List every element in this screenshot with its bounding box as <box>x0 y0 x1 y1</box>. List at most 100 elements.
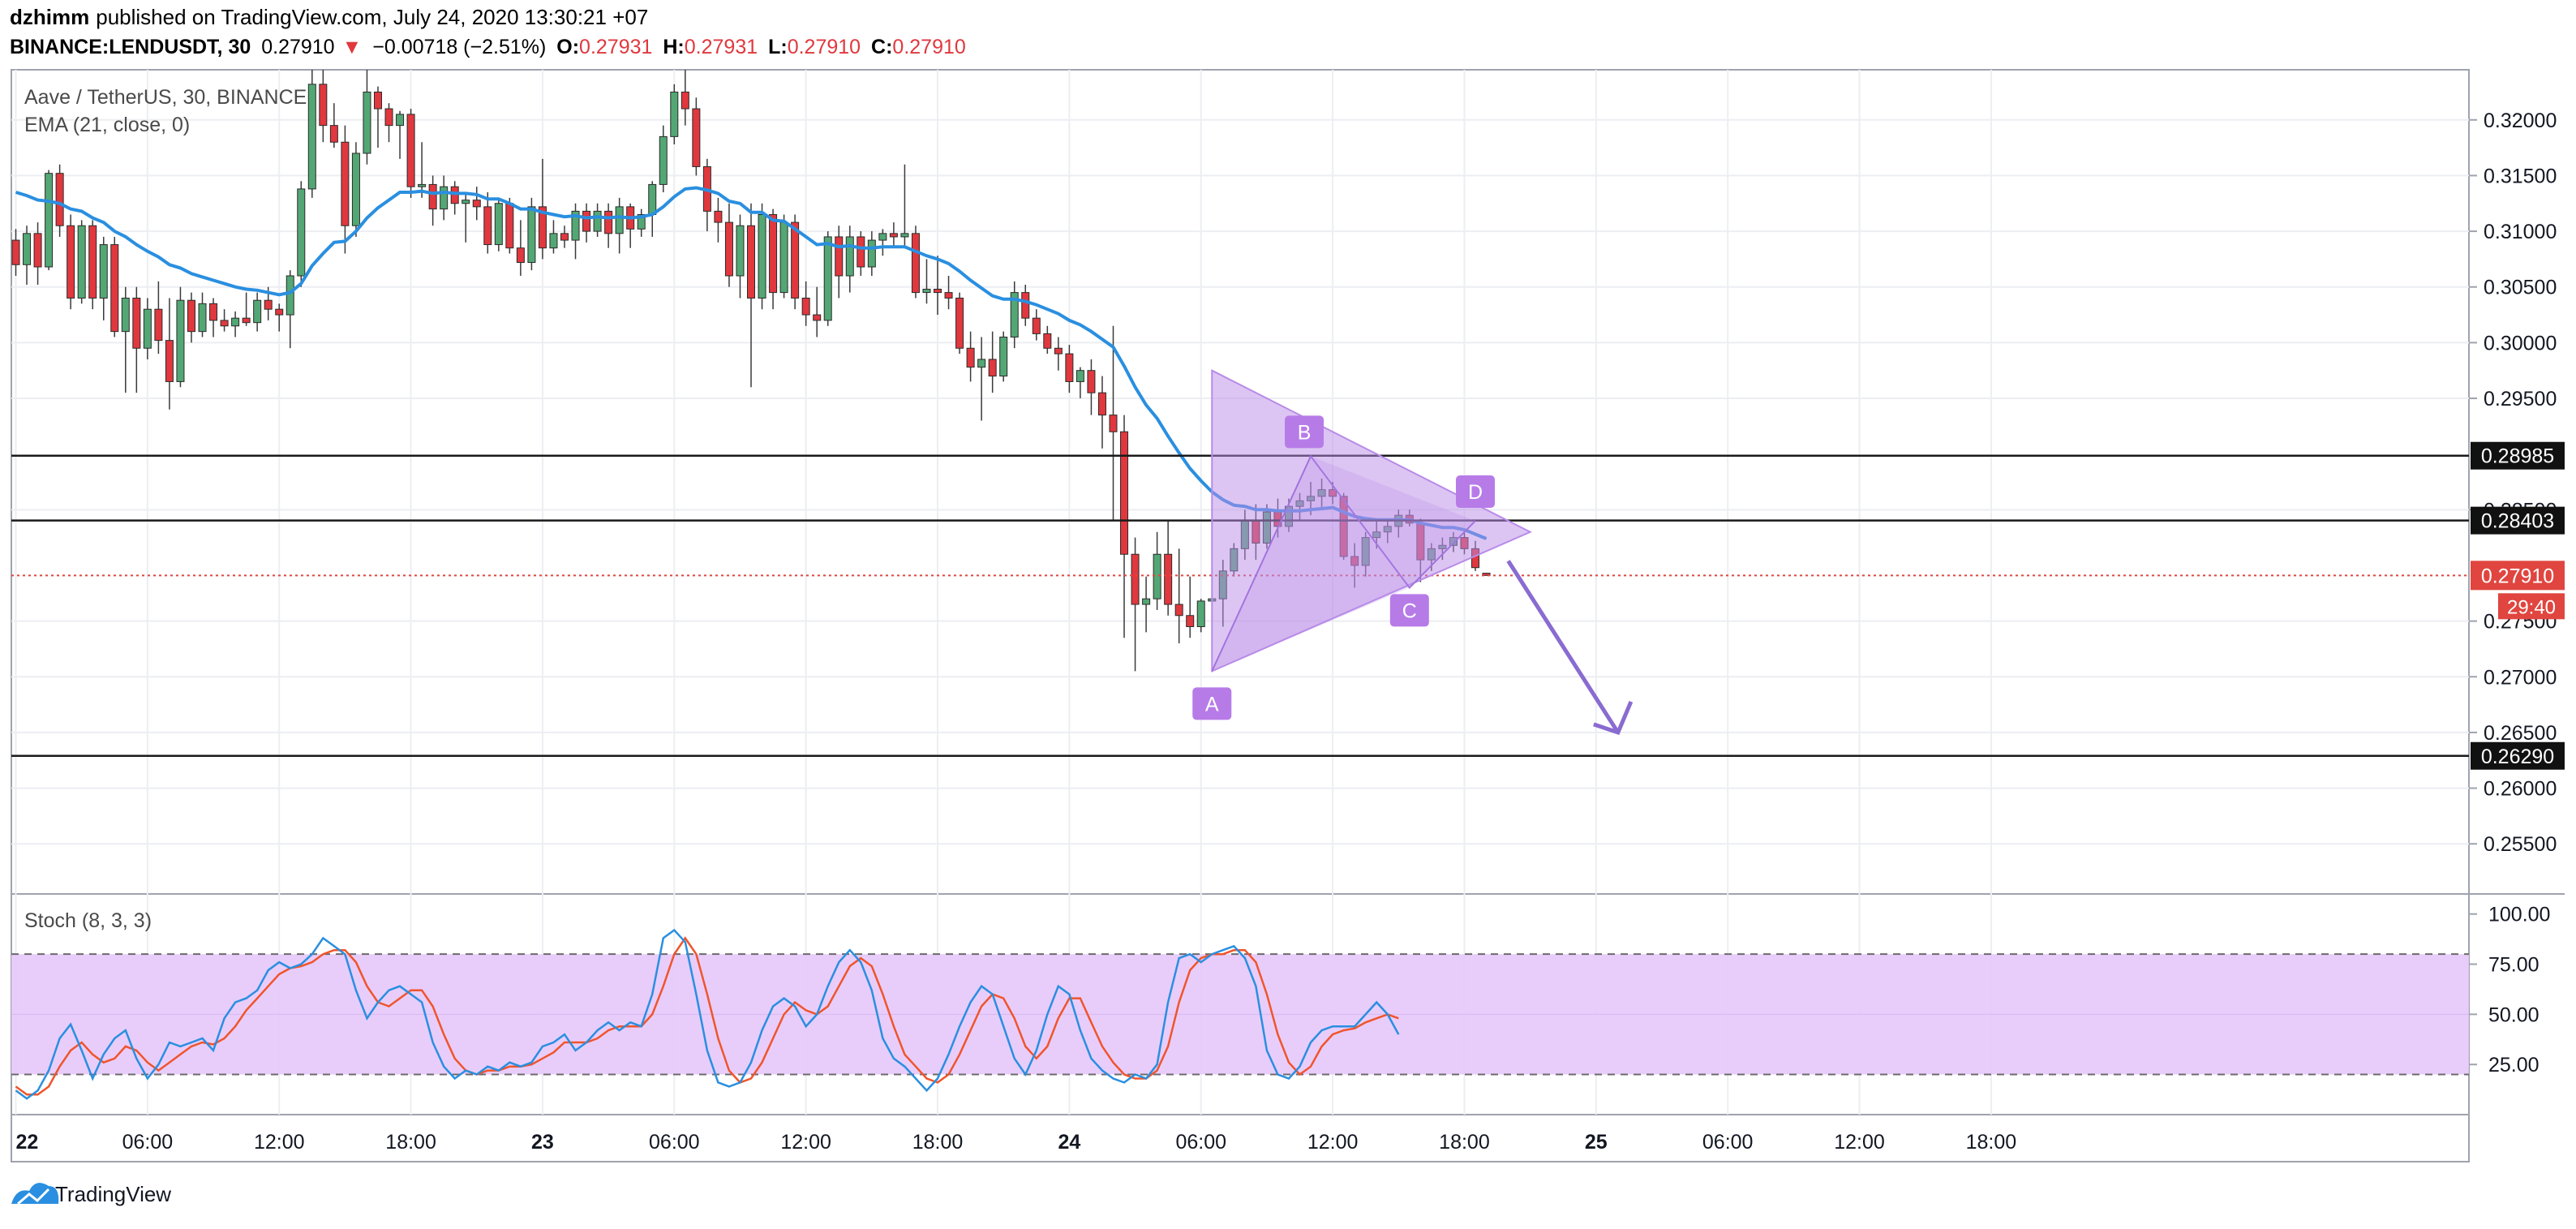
candle-body <box>33 233 42 268</box>
time-tick-label: 12:00 <box>1307 1131 1359 1154</box>
candle-body <box>1482 573 1491 576</box>
candle-body <box>582 210 591 232</box>
candle-body <box>187 299 195 333</box>
price-tick-label: 0.27000 <box>2484 666 2557 689</box>
price-tick-label: 0.31000 <box>2484 221 2557 243</box>
ohlc-line: BINANCE:LENDUSDT, 30 0.27910 ▼ −0.00718 … <box>10 36 966 58</box>
candle-body <box>1196 600 1205 627</box>
price-tick-label: 0.25500 <box>2484 833 2557 856</box>
candle-body <box>275 308 284 316</box>
candle-body <box>911 233 920 294</box>
candle-body <box>1087 370 1096 393</box>
candle-body <box>1021 292 1030 319</box>
candle-body <box>99 244 108 299</box>
stoch-tick-label: 100.00 <box>2488 904 2550 926</box>
candle-body <box>1164 553 1173 605</box>
candle-body <box>615 206 624 234</box>
candle-body <box>341 141 350 226</box>
candle-body <box>55 173 64 226</box>
time-axis: 22 06:00 12:00 18:00 23 06:00 12:00 18:00 24 06:0… <box>16 1131 2017 1154</box>
candle-body <box>977 359 986 368</box>
point-a-box <box>1192 687 1232 720</box>
candle-body <box>934 288 942 294</box>
tradingview-logo-icon <box>11 1183 59 1205</box>
level-tag <box>2471 441 2565 470</box>
candle-body <box>637 213 646 230</box>
price-tags: 0.28985 0.28403 0.26290 0.27910 29:40 <box>2471 441 2565 770</box>
candle-body <box>154 308 163 342</box>
low-value: 0.27910 <box>788 36 861 58</box>
time-tick-label: 25 <box>1585 1131 1608 1154</box>
price-tick-label: 0.30500 <box>2484 277 2557 299</box>
candle-body <box>736 225 745 277</box>
candle-body <box>670 91 679 137</box>
time-tick-label: 06:00 <box>649 1131 700 1154</box>
candle-body <box>823 236 832 321</box>
candle-body <box>549 233 558 249</box>
candle-body <box>659 135 668 185</box>
time-tick-label: 12:00 <box>780 1131 831 1154</box>
candle-body <box>1109 415 1118 432</box>
time-tick-label: 12:00 <box>1834 1131 1885 1154</box>
candle-body <box>396 114 405 127</box>
candle-body <box>143 308 152 349</box>
time-tick-label: 12:00 <box>254 1131 305 1154</box>
candles <box>11 70 1491 672</box>
time-tick-label: 06:00 <box>1702 1131 1754 1154</box>
candle-body <box>791 221 800 299</box>
candle-body <box>319 84 328 127</box>
candle-body <box>373 91 382 110</box>
candle-body <box>724 221 733 277</box>
stoch-k-line <box>15 928 1400 1100</box>
candle-body <box>680 91 689 110</box>
candle-body <box>253 299 262 324</box>
candle-body <box>45 173 54 268</box>
time-tick-label: 23 <box>531 1131 554 1154</box>
candle-body <box>966 347 975 368</box>
candle-body <box>297 188 306 277</box>
candle-body <box>307 84 316 190</box>
abcd-pattern: A B C D <box>1192 369 1634 736</box>
price-tick-label: 0.26500 <box>2484 722 2557 745</box>
candle-body <box>384 108 393 127</box>
abcd-path <box>1211 454 1476 672</box>
candle-body <box>406 114 415 187</box>
point-b-text: B <box>1298 421 1312 444</box>
candle-body <box>472 200 481 208</box>
candle-body <box>714 210 723 223</box>
candle-body <box>955 297 964 349</box>
candle-body <box>769 213 778 294</box>
last-price-tag <box>2471 561 2565 591</box>
candle-body <box>692 108 701 167</box>
candle-body <box>505 203 514 249</box>
legend-stoch: Stoch (8, 3, 3) <box>24 909 152 932</box>
candle-body <box>483 206 492 246</box>
countdown-label: 29:40 <box>2507 596 2556 618</box>
candle-body <box>593 210 602 232</box>
point-c-text: C <box>1402 599 1417 622</box>
grid <box>11 70 2469 1115</box>
candle-body <box>867 239 876 268</box>
last-price-tag-label: 0.27910 <box>2481 565 2554 587</box>
candle-body <box>1075 370 1084 382</box>
time-tick-label: 18:00 <box>1439 1131 1490 1154</box>
projection-arrow <box>1506 560 1620 734</box>
candle-body <box>11 239 20 265</box>
stoch-tick-label: 50.00 <box>2488 1003 2540 1026</box>
candle-body <box>758 213 766 299</box>
level-tag-label: 0.26290 <box>2481 746 2554 768</box>
candle-body <box>494 203 503 246</box>
candle-body <box>242 317 251 324</box>
candle-body <box>1054 347 1063 355</box>
candle-body <box>944 292 953 299</box>
level-tag-label: 0.28985 <box>2481 445 2554 468</box>
time-tick-label: 18:00 <box>1966 1131 2017 1154</box>
stoch-band-bounds <box>11 953 2469 1076</box>
candle-body <box>1065 353 1074 382</box>
price-tick-label: 0.32000 <box>2484 110 2557 132</box>
time-tick-label: 06:00 <box>1175 1131 1226 1154</box>
candle-body <box>440 186 449 210</box>
candle-body <box>922 288 931 294</box>
candle-body <box>835 236 844 277</box>
candle-body <box>198 303 207 333</box>
